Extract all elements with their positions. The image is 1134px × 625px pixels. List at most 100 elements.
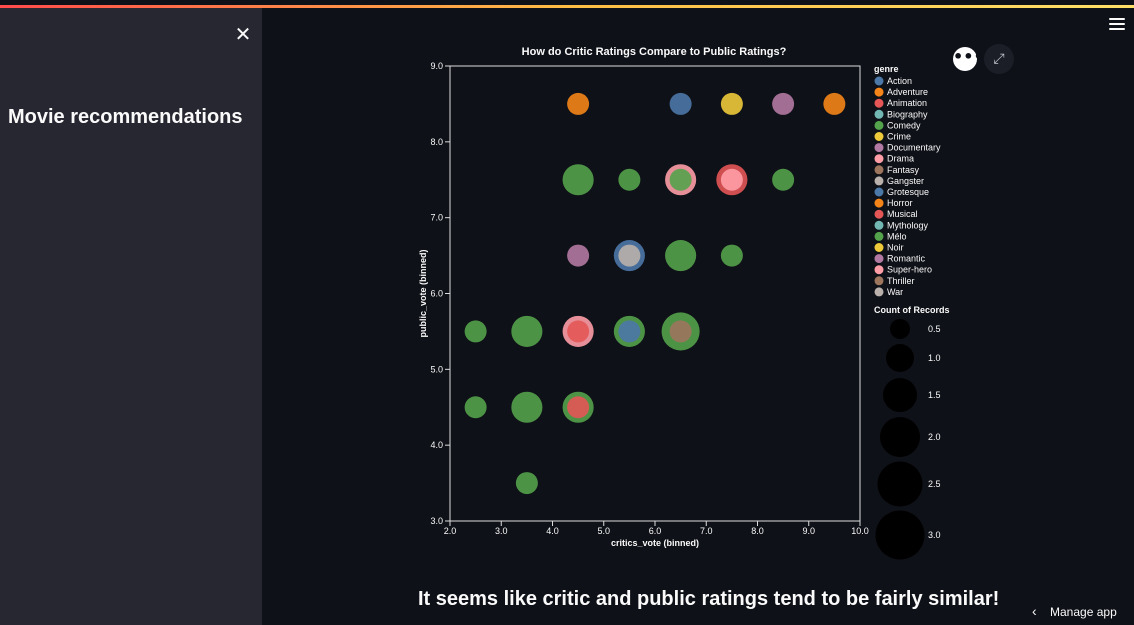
legend-swatch xyxy=(874,254,884,264)
legend-swatch xyxy=(874,109,884,119)
x-tick-label: 4.0 xyxy=(546,526,559,536)
bubble-comedy xyxy=(464,320,487,343)
sidebar: ✕ Movie recommendations xyxy=(0,8,262,625)
bubble-comedy xyxy=(665,240,697,272)
legend-item: Super-hero xyxy=(887,265,932,275)
x-tick-label: 9.0 xyxy=(802,526,815,536)
legend-item: Mélo xyxy=(887,231,907,241)
chart-title: How do Critic Ratings Compare to Public … xyxy=(522,46,787,58)
legend-swatch xyxy=(874,98,884,108)
legend-item: Comedy xyxy=(887,120,921,130)
legend-item: War xyxy=(887,287,903,297)
legend-swatch xyxy=(874,76,884,86)
top-decoration-bar xyxy=(0,5,1134,8)
bubble-action xyxy=(618,320,641,343)
size-legend-circle xyxy=(890,319,910,339)
legend-item: Fantasy xyxy=(887,165,920,175)
manage-app-button[interactable]: ‹ Manage app xyxy=(1032,603,1117,619)
size-legend-label: 0.5 xyxy=(928,324,941,334)
bubble-animation xyxy=(567,396,590,419)
legend-swatch xyxy=(874,243,884,252)
bubble-comedy xyxy=(511,391,543,423)
y-tick-label: 6.0 xyxy=(430,289,443,299)
x-tick-label: 6.0 xyxy=(649,526,662,536)
size-legend-circle xyxy=(883,378,917,412)
legend-item: Romantic xyxy=(887,254,926,264)
legend-item: Mythology xyxy=(887,220,929,230)
bubble-animation xyxy=(567,320,590,343)
legend-swatch xyxy=(874,187,884,197)
bubble-comedy xyxy=(511,315,543,347)
y-tick-label: 9.0 xyxy=(430,61,443,71)
bubble-comedy xyxy=(464,396,487,419)
bubble-comedy xyxy=(515,472,538,495)
bubble-fantasy xyxy=(669,320,692,343)
legend-swatch xyxy=(874,120,884,130)
legend-item: Grotesque xyxy=(887,187,929,197)
legend-item: Gangster xyxy=(887,176,924,186)
bubble-chart: How do Critic Ratings Compare to Public … xyxy=(418,46,950,560)
y-tick-label: 4.0 xyxy=(430,440,443,450)
y-tick-label: 8.0 xyxy=(430,137,443,147)
legend-swatch xyxy=(874,198,884,208)
chart-container: How do Critic Ratings Compare to Public … xyxy=(410,40,970,570)
bubble-comedy xyxy=(720,244,743,267)
legend-swatch xyxy=(874,231,884,241)
legend-item: Thriller xyxy=(887,276,915,286)
size-legend-circle xyxy=(875,510,925,560)
x-axis-label: critics_vote (binned) xyxy=(611,538,699,548)
more-icon[interactable]: ••• xyxy=(953,47,984,71)
sidebar-title: Movie recommendations xyxy=(8,106,243,128)
bubble-comedy xyxy=(669,168,692,191)
legend-swatch xyxy=(874,209,884,219)
size-legend-label: 2.5 xyxy=(928,479,941,489)
legend-swatch xyxy=(874,154,884,164)
x-tick-label: 8.0 xyxy=(751,526,764,536)
bubble-comedy xyxy=(772,168,795,191)
y-tick-label: 3.0 xyxy=(430,516,443,526)
legend-item: Noir xyxy=(887,243,904,253)
legend-title: genre xyxy=(874,64,899,74)
size-legend-circle xyxy=(877,461,923,507)
hamburger-icon[interactable] xyxy=(1109,18,1125,32)
y-tick-label: 7.0 xyxy=(430,213,443,223)
bubble-adventure xyxy=(567,92,590,115)
conclusion-text: It seems like critic and public ratings … xyxy=(418,588,1000,610)
manage-app-label: Manage app xyxy=(1050,605,1117,619)
legend-swatch xyxy=(874,176,884,186)
legend-item: Action xyxy=(887,76,912,86)
legend-swatch xyxy=(874,265,884,275)
legend-swatch xyxy=(874,165,884,175)
size-legend-title: Count of Records xyxy=(874,305,950,315)
bubble-adventure xyxy=(823,92,846,115)
y-axis-label: public_vote (binned) xyxy=(418,249,428,337)
x-tick-label: 2.0 xyxy=(444,526,457,536)
expand-icon[interactable]: ⤢ xyxy=(984,44,1014,74)
x-tick-label: 3.0 xyxy=(495,526,508,536)
size-legend-label: 3.0 xyxy=(928,530,941,540)
x-tick-label: 5.0 xyxy=(597,526,610,536)
bubble-comedy xyxy=(618,168,641,191)
legend-item: Horror xyxy=(887,198,913,208)
plot-frame xyxy=(449,65,861,522)
legend-item: Biography xyxy=(887,109,928,119)
legend-swatch xyxy=(874,143,884,153)
legend-item: Drama xyxy=(887,154,914,164)
close-icon[interactable]: ✕ xyxy=(234,22,252,46)
bubble-documentary xyxy=(567,244,590,267)
bubble-drama xyxy=(720,168,743,191)
bubble-action xyxy=(669,92,692,115)
bubble-comedy xyxy=(562,164,594,196)
size-legend-circle xyxy=(886,344,914,372)
size-legend-label: 2.0 xyxy=(928,432,941,442)
size-legend-label: 1.5 xyxy=(928,390,941,400)
legend-item: Adventure xyxy=(887,87,928,97)
chevron-left-icon: ‹ xyxy=(1032,603,1037,619)
x-tick-label: 10.0 xyxy=(851,526,869,536)
legend-swatch xyxy=(874,287,884,297)
legend-item: Musical xyxy=(887,209,918,219)
legend-item: Crime xyxy=(887,132,911,142)
bubble-gangster xyxy=(618,244,641,267)
size-legend-label: 1.0 xyxy=(928,353,941,363)
legend-item: Documentary xyxy=(887,143,941,153)
